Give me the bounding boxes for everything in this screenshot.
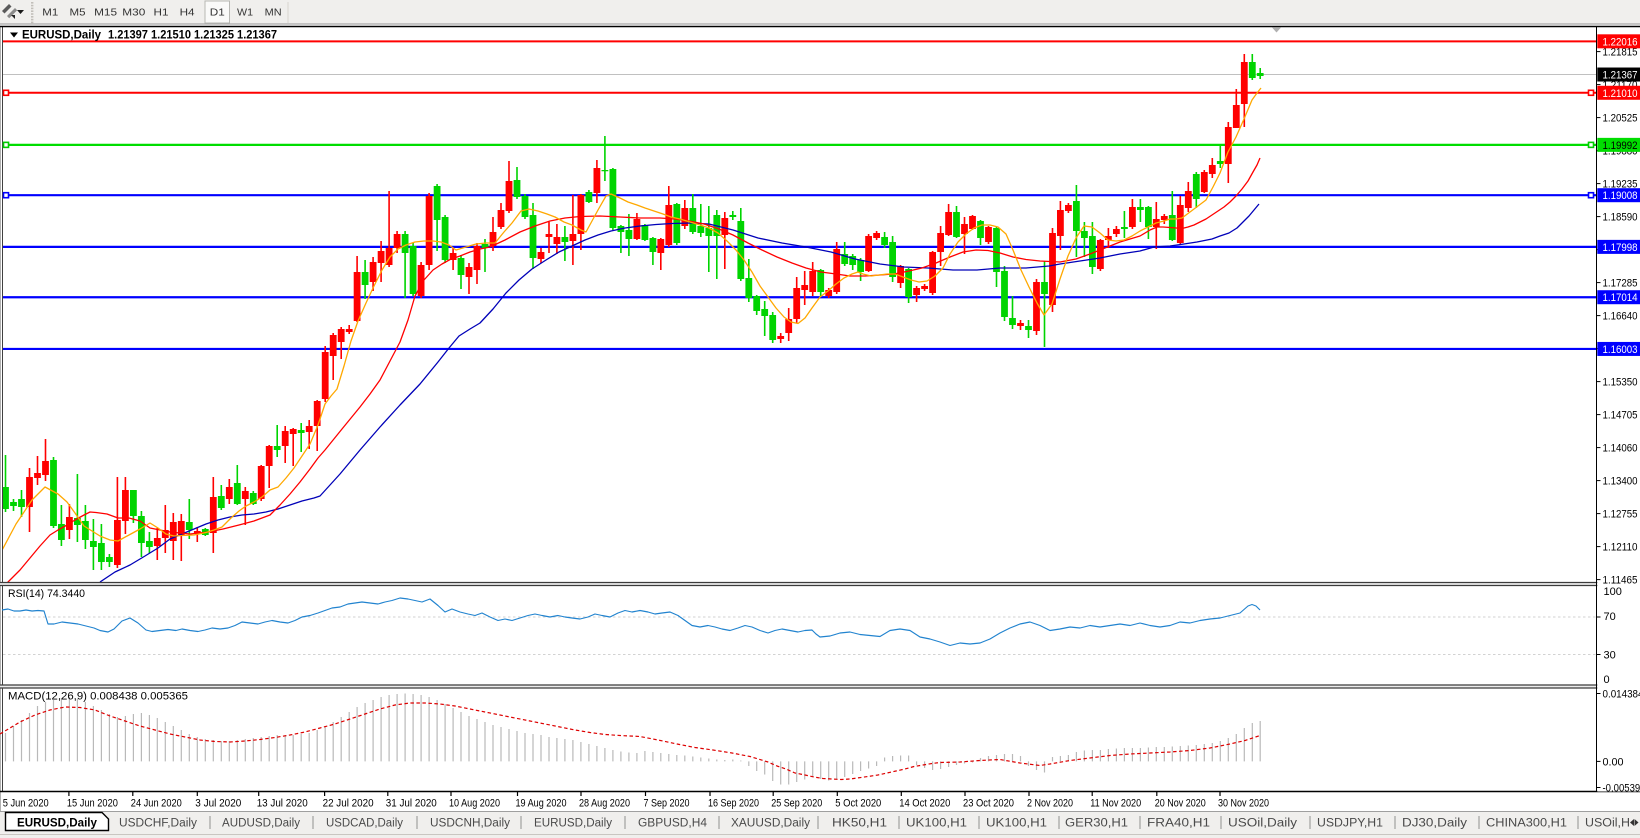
svg-text:D1: D1	[210, 7, 225, 19]
svg-text:FRA40,H1: FRA40,H1	[1147, 818, 1210, 830]
svg-text:M5: M5	[70, 7, 86, 19]
svg-text:GER30,H1: GER30,H1	[1065, 818, 1128, 830]
svg-text:11 Nov 2020: 11 Nov 2020	[1090, 798, 1141, 810]
svg-text:1.16003: 1.16003	[1603, 344, 1638, 356]
svg-text:1.11465: 1.11465	[1603, 575, 1638, 587]
svg-text:USDCNH,Daily: USDCNH,Daily	[430, 818, 510, 830]
svg-text:22 Jul 2020: 22 Jul 2020	[323, 798, 374, 810]
svg-text:10 Aug 2020: 10 Aug 2020	[449, 798, 500, 810]
svg-text:GBPUSD,H4: GBPUSD,H4	[638, 818, 708, 830]
svg-text:16 Sep 2020: 16 Sep 2020	[708, 798, 759, 810]
svg-text:1.15350: 1.15350	[1603, 377, 1638, 389]
svg-text:24 Jun 2020: 24 Jun 2020	[131, 798, 182, 810]
svg-text:W1: W1	[237, 7, 253, 19]
svg-text:1.18590: 1.18590	[1603, 212, 1638, 224]
svg-text:1.22016: 1.22016	[1603, 36, 1638, 48]
svg-text:20 Nov 2020: 20 Nov 2020	[1155, 798, 1206, 810]
svg-text:UK100,H1: UK100,H1	[986, 818, 1047, 830]
svg-text:USOil,Daily: USOil,Daily	[1228, 818, 1297, 830]
svg-text:M1: M1	[42, 7, 58, 19]
svg-text:1.17998: 1.17998	[1603, 242, 1638, 254]
svg-text:1.16640: 1.16640	[1603, 311, 1638, 323]
svg-text:13 Jul 2020: 13 Jul 2020	[257, 798, 308, 810]
svg-text:EURUSD,Daily: EURUSD,Daily	[17, 818, 98, 830]
svg-text:30 Nov 2020: 30 Nov 2020	[1218, 798, 1269, 810]
svg-text:1.17014: 1.17014	[1603, 292, 1638, 304]
svg-text:RSI(14) 74.3440: RSI(14) 74.3440	[8, 588, 85, 600]
svg-text:AUDUSD,Daily: AUDUSD,Daily	[222, 818, 300, 830]
svg-text:1.19235: 1.19235	[1603, 179, 1638, 191]
svg-text:1.19008: 1.19008	[1603, 190, 1638, 202]
svg-text:1.21367: 1.21367	[1603, 70, 1638, 82]
svg-text:0.014384: 0.014384	[1603, 689, 1640, 701]
svg-text:H1: H1	[154, 7, 169, 19]
svg-text:EURUSD,Daily: EURUSD,Daily	[534, 818, 612, 830]
svg-text:1.14705: 1.14705	[1603, 410, 1638, 422]
svg-text:MACD(12,26,9) 0.008438 0.00536: MACD(12,26,9) 0.008438 0.005365	[8, 691, 188, 703]
svg-text:1.20525: 1.20525	[1603, 113, 1638, 125]
svg-text:1.12110: 1.12110	[1603, 542, 1638, 554]
svg-text:100: 100	[1604, 586, 1622, 598]
svg-text:1.17285: 1.17285	[1603, 278, 1638, 290]
svg-text:UK100,H1: UK100,H1	[906, 818, 967, 830]
svg-text:2 Nov 2020: 2 Nov 2020	[1027, 798, 1073, 810]
svg-text:USDJPY,H1: USDJPY,H1	[1317, 818, 1383, 830]
svg-text:30: 30	[1604, 650, 1616, 662]
svg-text:XAUUSD,Daily: XAUUSD,Daily	[731, 818, 810, 830]
svg-text:DJ30,Daily: DJ30,Daily	[1402, 818, 1467, 830]
svg-text:-0.005396: -0.005396	[1603, 783, 1640, 795]
svg-text:0.00: 0.00	[1603, 756, 1624, 768]
svg-text:25 Sep 2020: 25 Sep 2020	[771, 798, 822, 810]
svg-text:1.19992: 1.19992	[1603, 140, 1638, 152]
svg-text:HK50,H1: HK50,H1	[832, 818, 887, 830]
svg-text:USDCAD,Daily: USDCAD,Daily	[326, 818, 403, 830]
svg-text:1.21815: 1.21815	[1603, 47, 1638, 59]
svg-text:1.13400: 1.13400	[1603, 476, 1638, 488]
svg-text:5 Oct 2020: 5 Oct 2020	[835, 798, 881, 810]
svg-text:USDCHF,Daily: USDCHF,Daily	[119, 818, 197, 830]
svg-text:M30: M30	[122, 7, 145, 19]
svg-text:H4: H4	[180, 7, 195, 19]
svg-text:CHINA300,H1: CHINA300,H1	[1486, 818, 1567, 830]
svg-text:MN: MN	[265, 7, 282, 19]
svg-text:M15: M15	[94, 7, 117, 19]
svg-text:1.21010: 1.21010	[1603, 88, 1638, 100]
svg-text:1.14060: 1.14060	[1603, 443, 1638, 455]
svg-text:15 Jun 2020: 15 Jun 2020	[67, 798, 118, 810]
svg-text:USOil,H: USOil,H	[1585, 818, 1630, 830]
svg-text:70: 70	[1604, 611, 1616, 623]
svg-text:14 Oct 2020: 14 Oct 2020	[899, 798, 950, 810]
svg-text:23 Oct 2020: 23 Oct 2020	[963, 798, 1014, 810]
svg-text:EURUSD,Daily: EURUSD,Daily	[22, 28, 101, 42]
svg-text:31 Jul 2020: 31 Jul 2020	[386, 798, 437, 810]
svg-text:5 Jun 2020: 5 Jun 2020	[3, 798, 49, 810]
svg-text:19 Aug 2020: 19 Aug 2020	[516, 798, 567, 810]
svg-text:0: 0	[1604, 674, 1610, 686]
svg-text:1.12755: 1.12755	[1603, 509, 1638, 521]
svg-text:7 Sep 2020: 7 Sep 2020	[644, 798, 690, 810]
svg-text:1.21397 1.21510 1.21325 1.2136: 1.21397 1.21510 1.21325 1.21367	[108, 28, 277, 42]
svg-text:3 Jul 2020: 3 Jul 2020	[195, 798, 241, 810]
svg-text:28 Aug 2020: 28 Aug 2020	[579, 798, 630, 810]
